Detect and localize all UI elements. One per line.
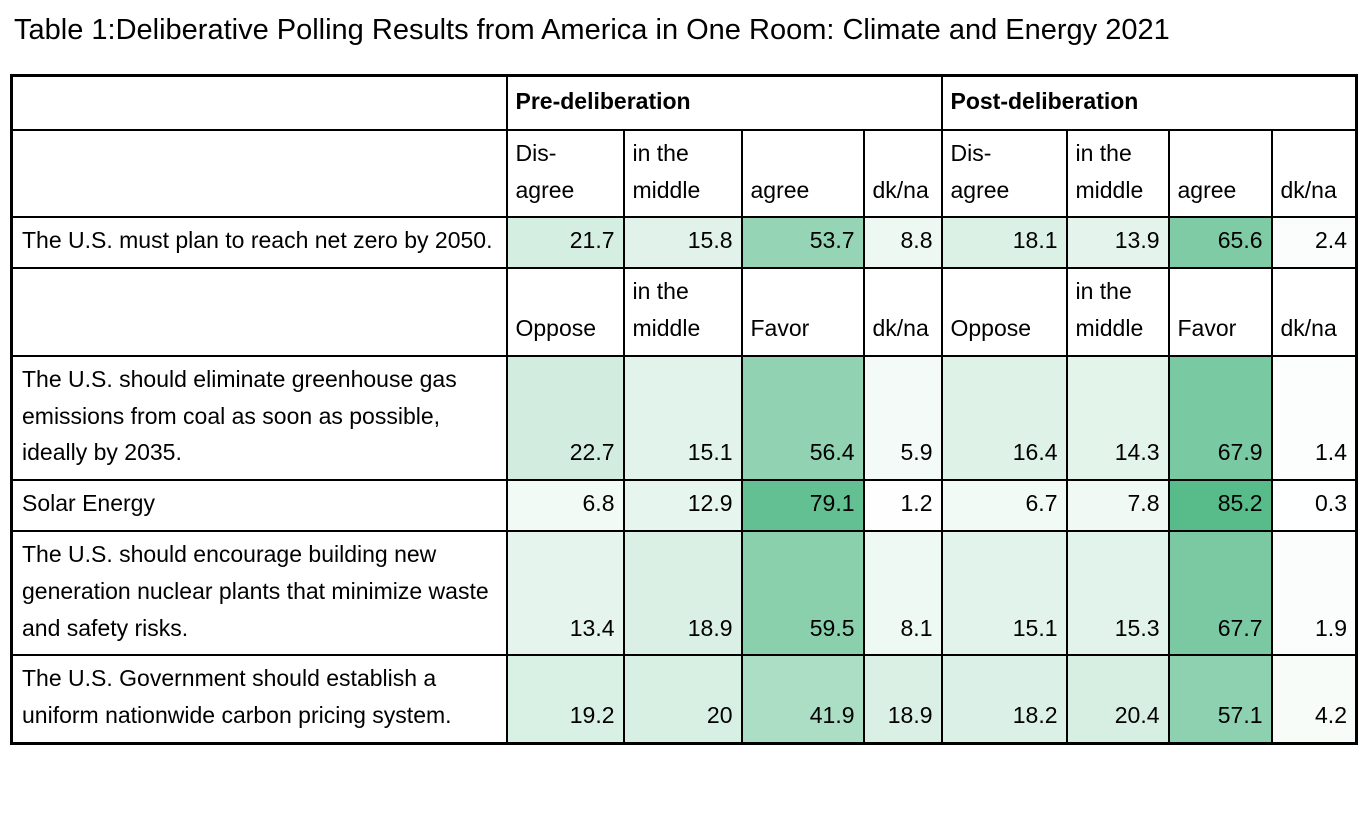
value-cell: 53.7 bbox=[740, 216, 865, 270]
value-cell: 22.7 bbox=[505, 354, 625, 482]
value-cell: 41.9 bbox=[740, 654, 865, 745]
value-cell: 57.1 bbox=[1167, 654, 1273, 745]
value-cell: 4.2 bbox=[1270, 654, 1358, 745]
value-cell: 18.1 bbox=[940, 216, 1068, 270]
value-cell: 15.1 bbox=[622, 354, 743, 482]
value-cell: 18.9 bbox=[862, 654, 943, 745]
value-cell: 56.4 bbox=[740, 354, 865, 482]
value-cell: 12.9 bbox=[622, 479, 743, 532]
group-header-post: Post-deliberation bbox=[940, 74, 1358, 131]
table-row: The U.S. must plan to reach net zero by … bbox=[10, 216, 1358, 270]
value-cell: 16.4 bbox=[940, 354, 1068, 482]
subheader-spacer bbox=[10, 267, 508, 357]
col-header-pre-1: in the middle bbox=[622, 128, 743, 219]
col-header-post-3: dk/na bbox=[1270, 128, 1358, 219]
value-cell: 15.3 bbox=[1065, 529, 1170, 657]
value-cell: 59.5 bbox=[740, 529, 865, 657]
value-cell: 5.9 bbox=[862, 354, 943, 482]
col-header-pre-3: dk/na bbox=[862, 128, 943, 219]
value-cell: 1.2 bbox=[862, 479, 943, 532]
group-header-pre: Pre-deliberation bbox=[505, 74, 943, 131]
value-cell: 14.3 bbox=[1065, 354, 1170, 482]
value-cell: 20.4 bbox=[1065, 654, 1170, 745]
value-cell: 13.4 bbox=[505, 529, 625, 657]
value-cell: 21.7 bbox=[505, 216, 625, 270]
table-row: The U.S. Government should establish a u… bbox=[10, 654, 1358, 745]
value-cell: 8.1 bbox=[862, 529, 943, 657]
value-cell: 15.8 bbox=[622, 216, 743, 270]
value-cell: 0.3 bbox=[1270, 479, 1358, 532]
value-cell: 65.6 bbox=[1167, 216, 1273, 270]
deliberative-polling-table: Pre-deliberation Post-deliberation Dis- ag… bbox=[10, 74, 1358, 745]
col-header-post-3: dk/na bbox=[1270, 267, 1358, 357]
value-cell: 85.2 bbox=[1167, 479, 1273, 532]
column-header-row: Dis- agree in the middle agree dk/na Dis- ag… bbox=[10, 128, 1358, 219]
value-cell: 19.2 bbox=[505, 654, 625, 745]
col-header-pre-2: Favor bbox=[740, 267, 865, 357]
row-label: Solar Energy bbox=[10, 479, 508, 532]
column-header-row: Oppose in the middle Favor dk/na Oppose in th… bbox=[10, 267, 1358, 357]
table-body: Pre-deliberation Post-deliberation Dis- ag… bbox=[10, 74, 1358, 745]
value-cell: 6.7 bbox=[940, 479, 1068, 532]
table-row: The U.S. should eliminate greenhouse gas… bbox=[10, 354, 1358, 482]
row-label: The U.S. should eliminate greenhouse gas… bbox=[10, 354, 508, 482]
col-header-post-1: in the middle bbox=[1065, 267, 1170, 357]
value-cell: 8.8 bbox=[862, 216, 943, 270]
col-header-pre-0: Dis- agree bbox=[505, 128, 625, 219]
value-cell: 20 bbox=[622, 654, 743, 745]
value-cell: 79.1 bbox=[740, 479, 865, 532]
value-cell: 13.9 bbox=[1065, 216, 1170, 270]
col-header-pre-0: Oppose bbox=[505, 267, 625, 357]
col-header-post-2: Favor bbox=[1167, 267, 1273, 357]
col-header-pre-2: agree bbox=[740, 128, 865, 219]
col-header-post-0: Dis- agree bbox=[940, 128, 1068, 219]
col-header-post-1: in the middle bbox=[1065, 128, 1170, 219]
value-cell: 18.9 bbox=[622, 529, 743, 657]
col-header-pre-3: dk/na bbox=[862, 267, 943, 357]
subheader-spacer bbox=[10, 128, 508, 219]
col-header-post-0: Oppose bbox=[940, 267, 1068, 357]
table-row: The U.S. should encourage building new g… bbox=[10, 529, 1358, 657]
col-header-pre-1: in the middle bbox=[622, 267, 743, 357]
row-label: The U.S. should encourage building new g… bbox=[10, 529, 508, 657]
col-header-post-2: agree bbox=[1167, 128, 1273, 219]
row-label: The U.S. Government should establish a u… bbox=[10, 654, 508, 745]
value-cell: 1.4 bbox=[1270, 354, 1358, 482]
value-cell: 2.4 bbox=[1270, 216, 1358, 270]
value-cell: 1.9 bbox=[1270, 529, 1358, 657]
value-cell: 18.2 bbox=[940, 654, 1068, 745]
table-row: Solar Energy 6.8 12.9 79.1 1.2 6.7 7.8 85.2 0.3 bbox=[10, 479, 1358, 532]
value-cell: 67.7 bbox=[1167, 529, 1273, 657]
value-cell: 6.8 bbox=[505, 479, 625, 532]
group-header-row: Pre-deliberation Post-deliberation bbox=[10, 74, 1358, 131]
corner-cell bbox=[10, 74, 508, 131]
row-label: The U.S. must plan to reach net zero by … bbox=[10, 216, 508, 270]
value-cell: 7.8 bbox=[1065, 479, 1170, 532]
value-cell: 15.1 bbox=[940, 529, 1068, 657]
table-title: Table 1:Deliberative Polling Results fro… bbox=[14, 14, 1170, 46]
value-cell: 67.9 bbox=[1167, 354, 1273, 482]
